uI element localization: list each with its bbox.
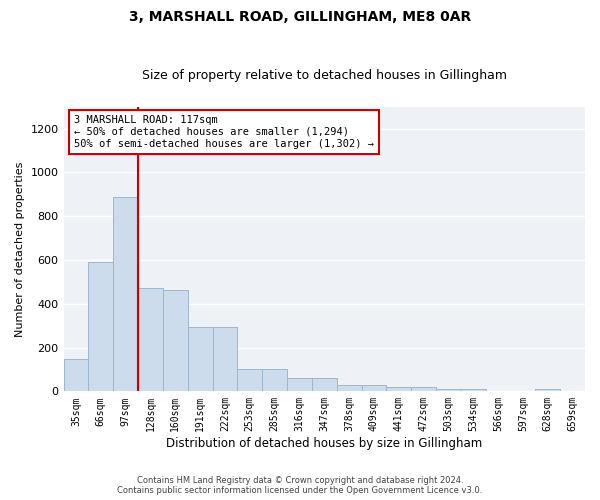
Bar (212, 327, 238, 392)
Bar (113, 196, 138, 392)
Text: 3, MARSHALL ROAD, GILLINGHAM, ME8 0AR: 3, MARSHALL ROAD, GILLINGHAM, ME8 0AR (129, 10, 471, 24)
Bar (287, 378, 312, 392)
Text: Contains HM Land Registry data © Crown copyright and database right 2024.
Contai: Contains HM Land Registry data © Crown c… (118, 476, 482, 495)
Bar (485, 390, 511, 392)
Bar (337, 385, 362, 392)
Bar (238, 370, 262, 392)
Bar (436, 389, 461, 392)
Bar (362, 385, 386, 392)
X-axis label: Distribution of detached houses by size in Gillingham: Distribution of detached houses by size … (166, 437, 482, 450)
Bar (138, 288, 163, 392)
Bar (163, 290, 188, 392)
Bar (535, 389, 560, 392)
Title: Size of property relative to detached houses in Gillingham: Size of property relative to detached ho… (142, 69, 507, 82)
Bar (411, 388, 436, 392)
Text: 3 MARSHALL ROAD: 117sqm
← 50% of detached houses are smaller (1,294)
50% of semi: 3 MARSHALL ROAD: 117sqm ← 50% of detache… (74, 116, 374, 148)
Bar (88, 262, 113, 392)
Bar (560, 390, 585, 392)
Bar (312, 378, 337, 392)
Bar (64, 358, 88, 392)
Bar (461, 389, 485, 392)
Bar (262, 370, 287, 392)
Bar (511, 390, 535, 392)
Bar (188, 327, 212, 392)
Y-axis label: Number of detached properties: Number of detached properties (15, 162, 25, 336)
Bar (386, 388, 411, 392)
